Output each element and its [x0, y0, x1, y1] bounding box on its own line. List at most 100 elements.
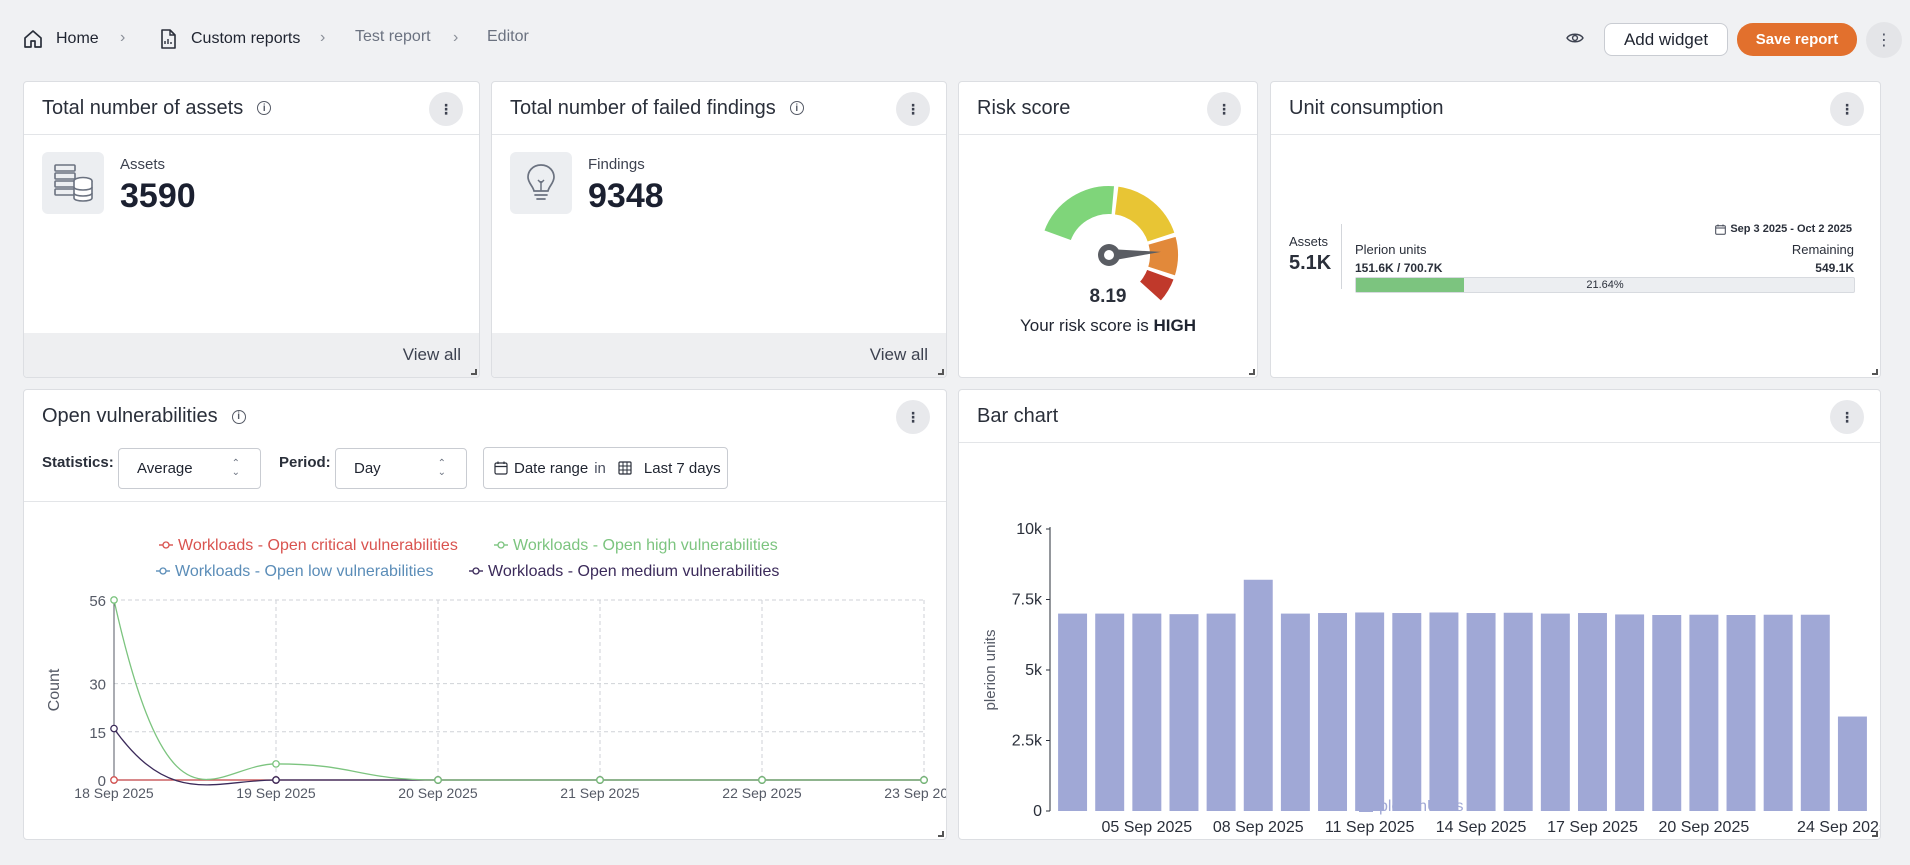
statistics-value: Average — [137, 460, 193, 477]
data-point — [920, 776, 928, 784]
assets-widget: Total number of assets i ⋮ Assets 3590 V… — [23, 81, 480, 378]
uc-date-range: Sep 3 2025 - Oct 2 2025 — [1715, 223, 1852, 235]
gauge-needle — [1108, 249, 1161, 261]
bar — [1058, 613, 1088, 811]
widget-header: Risk score ⋮ — [959, 82, 1257, 135]
view-all-link[interactable]: View all — [492, 333, 946, 377]
x-tick-label: 24 Sep 2025 — [1797, 819, 1881, 836]
y-tick-label: 10k — [1016, 521, 1043, 538]
divider — [1341, 224, 1342, 289]
chevron-up-down-icon: ⌃ ⌄ — [437, 458, 446, 478]
breadcrumb-custom-reports-label: Custom reports — [191, 30, 301, 47]
x-tick-label: 14 Sep 2025 — [1436, 819, 1527, 836]
x-tick-label: 08 Sep 2025 — [1213, 819, 1304, 836]
add-widget-button[interactable]: Add widget — [1604, 23, 1728, 56]
widget-title: Unit consumption — [1289, 96, 1444, 119]
y-tick-label: 7.5k — [1012, 592, 1043, 609]
unit-consumption-widget: Unit consumption ⋮ Assets 5.1K Sep 3 202… — [1270, 81, 1881, 378]
resize-handle[interactable] — [938, 831, 944, 837]
legend-marker-dot — [159, 567, 167, 575]
legend-label: Workloads - Open high vulnerabilities — [513, 537, 778, 554]
eye-icon[interactable] — [1566, 29, 1584, 47]
more-options-button[interactable]: ⋮ — [1866, 22, 1902, 58]
risk-gauge — [1041, 184, 1180, 304]
y-tick-label: 2.5k — [1012, 733, 1043, 750]
resize-handle[interactable] — [471, 369, 477, 375]
top-bar: Home › Custom reports › Test report › Ed… — [0, 0, 1910, 74]
kebab-icon: ⋮ — [906, 100, 920, 117]
findings-widget: Total number of failed findings i ⋮ Find… — [491, 81, 947, 378]
bar — [1763, 614, 1793, 811]
gauge-segment — [1112, 184, 1177, 244]
bar — [1355, 612, 1385, 811]
widget-menu-button[interactable]: ⋮ — [896, 400, 930, 434]
date-range-in: in — [594, 459, 606, 477]
widget-header: Unit consumption ⋮ — [1271, 82, 1880, 135]
widget-menu-button[interactable]: ⋮ — [1207, 92, 1241, 126]
breadcrumb-custom-reports[interactable]: Custom reports — [157, 28, 300, 50]
data-point — [110, 596, 118, 604]
risk-level: HIGH — [1153, 316, 1197, 335]
kebab-icon: ⋮ — [1840, 100, 1854, 117]
bar — [1318, 613, 1348, 811]
uc-date-range-label: Sep 3 2025 - Oct 2 2025 — [1730, 223, 1852, 235]
breadcrumb-home[interactable]: Home — [22, 28, 99, 50]
widget-menu-button[interactable]: ⋮ — [896, 92, 930, 126]
gauge-segment — [1137, 267, 1177, 304]
bar — [1615, 614, 1645, 811]
resize-handle[interactable] — [938, 369, 944, 375]
info-icon[interactable]: i — [231, 409, 246, 424]
risk-score-value: 8.19 — [1089, 286, 1127, 307]
x-tick-label: 17 Sep 2025 — [1547, 819, 1638, 836]
widget-title: Risk score — [977, 96, 1071, 119]
x-tick-label: 20 Sep 2025 — [398, 785, 478, 801]
y-tick-label: 5k — [1025, 662, 1043, 679]
widget-title: Total number of failed findings — [510, 96, 776, 119]
x-tick-label: 18 Sep 2025 — [74, 785, 154, 801]
gauge-segment — [1145, 234, 1180, 278]
info-icon[interactable]: i — [789, 101, 804, 115]
view-all-link[interactable]: View all — [24, 333, 479, 377]
info-icon[interactable]: i — [257, 101, 272, 115]
period-value: Day — [354, 460, 381, 477]
widget-menu-button[interactable]: ⋮ — [1830, 92, 1864, 126]
period-label: Period: — [279, 454, 331, 471]
series-line — [113, 728, 924, 786]
uc-plerion-label: Plerion units — [1355, 242, 1427, 257]
widget-menu-button[interactable]: ⋮ — [1830, 400, 1864, 434]
save-report-button[interactable]: Save report — [1737, 23, 1857, 56]
x-tick-label: 23 Sep 2025 — [884, 785, 947, 801]
date-range-value: Last 7 days — [643, 459, 721, 477]
data-point — [596, 776, 604, 784]
risk-score-widget: Risk score ⋮ 8.19 Your risk score is HIG… — [958, 81, 1258, 378]
legend-label: plerionUnits — [1379, 798, 1463, 815]
breadcrumb-editor-label: Editor — [487, 28, 529, 45]
bar — [1243, 579, 1273, 811]
resize-handle[interactable] — [1249, 369, 1255, 375]
divider — [24, 501, 946, 502]
widget-header: Total number of failed findings i ⋮ — [492, 82, 946, 135]
widget-menu-button[interactable]: ⋮ — [429, 92, 463, 126]
breadcrumb-test-report[interactable]: Test report — [355, 28, 431, 46]
legend-marker-dot — [497, 541, 505, 549]
database-icon — [42, 152, 104, 214]
y-tick-label: 0 — [98, 773, 106, 790]
resize-handle[interactable] — [1872, 831, 1878, 837]
x-tick-label: 22 Sep 2025 — [722, 785, 802, 801]
data-point — [758, 776, 766, 784]
stat-label: Findings — [588, 156, 645, 173]
date-range-label: Date range — [514, 459, 589, 477]
resize-handle[interactable] — [1872, 369, 1878, 375]
kebab-icon: ⋮ — [1876, 32, 1892, 49]
chevron-right-icon: › — [320, 29, 326, 46]
kebab-icon: ⋮ — [439, 100, 453, 117]
period-select[interactable]: Day ⌃ ⌄ — [335, 448, 467, 489]
uc-assets-label: Assets — [1289, 234, 1329, 249]
date-range-picker[interactable]: Date range in Last 7 days — [483, 447, 728, 489]
bar — [1095, 613, 1125, 811]
bar — [1429, 612, 1459, 811]
statistics-select[interactable]: Average ⌃ ⌄ — [118, 448, 261, 489]
home-icon — [24, 30, 42, 48]
data-point — [272, 760, 280, 768]
uc-progress-bar: 21.64% — [1355, 277, 1855, 293]
